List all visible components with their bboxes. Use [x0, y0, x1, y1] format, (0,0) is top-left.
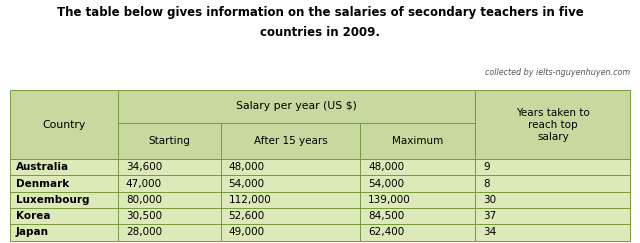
- Text: 112,000: 112,000: [228, 195, 271, 205]
- Text: 80,000: 80,000: [126, 195, 162, 205]
- Text: After 15 years: After 15 years: [253, 136, 328, 146]
- Bar: [476, 90, 630, 159]
- Bar: [476, 224, 630, 241]
- Text: 48,000: 48,000: [368, 162, 404, 172]
- Bar: [118, 123, 221, 159]
- Text: 47,000: 47,000: [126, 179, 162, 189]
- Bar: [118, 90, 475, 123]
- Bar: [221, 123, 360, 159]
- Bar: [221, 224, 360, 241]
- Bar: [476, 192, 630, 208]
- Text: 49,000: 49,000: [228, 227, 264, 237]
- Text: 48,000: 48,000: [228, 162, 264, 172]
- Text: Korea: Korea: [16, 211, 51, 221]
- Bar: [10, 159, 118, 175]
- Bar: [118, 208, 221, 224]
- Bar: [476, 208, 630, 224]
- Text: 34: 34: [483, 227, 496, 237]
- Text: 30: 30: [483, 195, 496, 205]
- Text: 62,400: 62,400: [368, 227, 404, 237]
- Text: The table below gives information on the salaries of secondary teachers in five: The table below gives information on the…: [56, 6, 584, 19]
- Bar: [10, 175, 118, 192]
- Bar: [10, 224, 118, 241]
- Bar: [360, 175, 476, 192]
- Text: 52,600: 52,600: [228, 211, 264, 221]
- Text: 34,600: 34,600: [126, 162, 162, 172]
- Bar: [476, 175, 630, 192]
- Bar: [10, 192, 118, 208]
- Text: Salary per year (US $): Salary per year (US $): [236, 102, 357, 112]
- Bar: [10, 90, 118, 159]
- Text: 37: 37: [483, 211, 496, 221]
- Text: 84,500: 84,500: [368, 211, 404, 221]
- Text: collected by ielts-nguyenhuyen.com: collected by ielts-nguyenhuyen.com: [485, 68, 630, 77]
- Bar: [476, 159, 630, 175]
- Bar: [360, 159, 476, 175]
- Text: 139,000: 139,000: [368, 195, 411, 205]
- Text: 54,000: 54,000: [228, 179, 264, 189]
- Text: Denmark: Denmark: [16, 179, 69, 189]
- Bar: [118, 224, 221, 241]
- Text: Maximum: Maximum: [392, 136, 444, 146]
- Bar: [118, 175, 221, 192]
- Text: 8: 8: [483, 179, 490, 189]
- Bar: [118, 159, 221, 175]
- Bar: [221, 192, 360, 208]
- Bar: [360, 192, 476, 208]
- Text: Luxembourg: Luxembourg: [16, 195, 90, 205]
- Text: Years taken to
reach top
salary: Years taken to reach top salary: [516, 108, 589, 142]
- Bar: [10, 208, 118, 224]
- Text: Country: Country: [42, 120, 86, 130]
- Text: 28,000: 28,000: [126, 227, 162, 237]
- Text: Japan: Japan: [16, 227, 49, 237]
- Bar: [118, 192, 221, 208]
- Text: countries in 2009.: countries in 2009.: [260, 26, 380, 38]
- Text: 30,500: 30,500: [126, 211, 162, 221]
- Bar: [221, 208, 360, 224]
- Text: 54,000: 54,000: [368, 179, 404, 189]
- Bar: [360, 224, 476, 241]
- Text: Starting: Starting: [148, 136, 190, 146]
- Bar: [360, 123, 476, 159]
- Bar: [221, 159, 360, 175]
- Bar: [221, 175, 360, 192]
- Bar: [360, 208, 476, 224]
- Text: Australia: Australia: [16, 162, 69, 172]
- Text: 9: 9: [483, 162, 490, 172]
